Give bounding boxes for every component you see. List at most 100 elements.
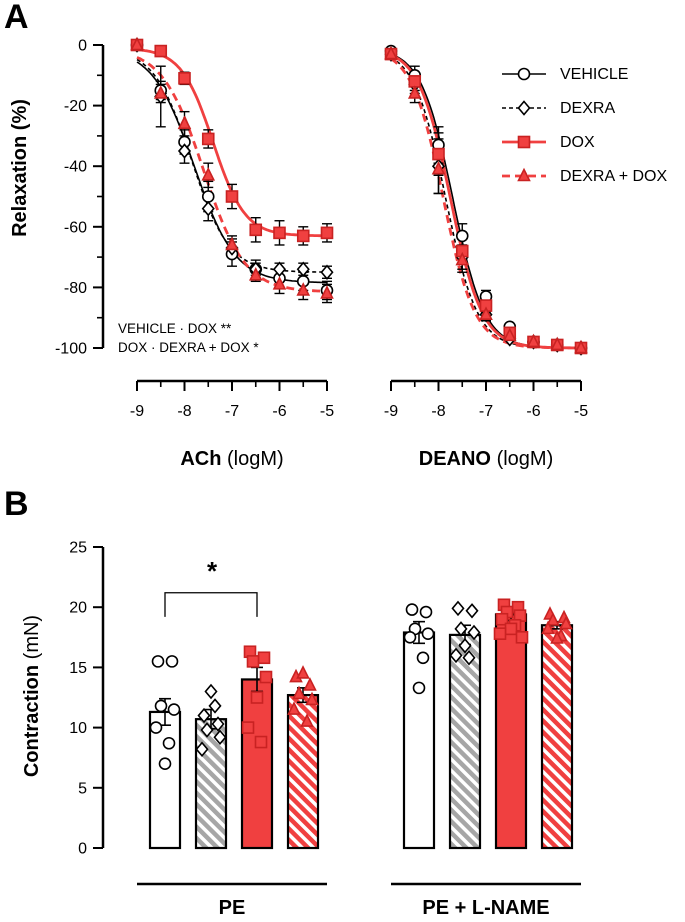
bar-point-pe-dox — [250, 691, 264, 704]
bar-point-pe-vehicle — [165, 655, 179, 668]
ach-x-tick-label: -7 — [225, 403, 239, 420]
deano-point-dexra-dox — [384, 45, 398, 60]
deano-data-points — [384, 44, 588, 356]
ach-point-dexra-dox — [272, 276, 287, 290]
group-label-pe-lname: PE + L-NAME — [422, 897, 549, 919]
bar-y-tick-label: 15 — [69, 660, 87, 677]
bar-data-points — [149, 598, 573, 771]
bar-point-pe-dexra-dox — [287, 701, 301, 715]
legend: VEHICLE DEXRA DOX DEXRA + DOX — [502, 66, 667, 185]
deano-x-tick-label: -8 — [431, 403, 445, 420]
bar-point-pe-l-name-dox — [515, 630, 529, 644]
deano-x-axis: -9 -8 -7 -6 -5 — [384, 379, 588, 420]
ach-point-dexra-dox — [248, 266, 263, 281]
ach-point-dexra — [201, 200, 215, 217]
ach-x-tick-label: -6 — [272, 403, 286, 420]
bar-point-pe-l-name-dexra — [465, 603, 479, 619]
deano-x-tick-label: -6 — [526, 403, 540, 420]
stat-annotation-vehicle-dox: VEHICLE · DOX ** — [118, 321, 232, 336]
bar-point-pe-l-name-dox — [495, 612, 509, 626]
bar-pe-l-name-vehicle — [402, 631, 436, 850]
bar-point-pe-dox — [254, 735, 268, 749]
bar-point-pe-l-name-dexra — [458, 637, 472, 654]
bar-point-pe-dexra — [213, 729, 227, 745]
ach-x-tick-label: -8 — [177, 403, 191, 420]
bar-point-pe-l-name-vehicle — [403, 630, 417, 644]
legend-marker-dox — [517, 135, 531, 149]
ach-point-dexra — [177, 143, 192, 159]
bar-plot: 0 5 10 15 20 25 * PE PE + L-NAME — [69, 540, 581, 919]
bar-point-pe-vehicle — [151, 655, 165, 668]
bar-point-pe-dexra-dox — [300, 713, 314, 727]
bar-point-pe-l-name-dexra — [467, 624, 481, 641]
ach-point-dexra-dox — [130, 36, 144, 51]
bar-point-pe-l-name-dexra — [454, 621, 468, 637]
legend-marker-dexra — [517, 100, 531, 116]
contraction-title-bold: Contraction — [21, 665, 43, 777]
bar-point-pe-dexra-dox — [296, 665, 310, 679]
bar-point-pe-vehicle — [158, 757, 172, 771]
deano-point-dox — [432, 147, 445, 161]
deano-point-dexra-dox — [550, 336, 565, 351]
ach-point-dox — [296, 229, 310, 243]
ach-x-axis-title: ACh (logM) — [180, 448, 283, 470]
deano-x-axis-title-unit: (logM) — [497, 448, 554, 470]
deano-point-dexra-dox — [455, 251, 470, 266]
ach-point-dox — [154, 44, 168, 58]
deano-x-axis-title-bold: DEANO — [419, 448, 491, 470]
deano-x-tick-label: -9 — [384, 403, 398, 420]
bar-point-pe-dexra — [208, 698, 222, 714]
bars — [148, 613, 574, 850]
bar-pe-l-name-dox — [494, 613, 528, 850]
legend-label-dox: DOX — [560, 134, 595, 151]
bar-point-pe-dox — [246, 655, 260, 668]
bar-point-pe-l-name-dox — [493, 627, 507, 640]
bar-y-tick-label: 25 — [69, 540, 87, 557]
ach-y-tick-label: -20 — [64, 98, 87, 115]
bar-point-pe-l-name-dexra — [462, 650, 476, 666]
ach-x-tick-label: -9 — [130, 403, 144, 420]
ach-point-dox — [249, 223, 263, 237]
deano-x-axis-title: DEANO (logM) — [419, 448, 553, 470]
ach-y-axis: 0 -20 -40 -60 -80 -100 — [55, 38, 105, 358]
bar-pe-l-name-dexra — [448, 633, 482, 850]
significance-bracket: * — [164, 556, 258, 617]
legend-label-dexra-dox: DEXRA + DOX — [560, 168, 667, 185]
bar-pe-vehicle — [148, 710, 182, 850]
contraction-title-unit: (mN) — [21, 615, 43, 659]
bar-point-pe-l-name-dexra-dox — [559, 615, 573, 630]
ach-y-tick-label: 0 — [78, 38, 87, 55]
bar-pe-dexra-dox — [286, 693, 320, 850]
ach-point-dexra-dox — [153, 85, 168, 99]
bar-point-pe-l-name-vehicle — [416, 651, 430, 665]
deano-point-dexra-dox — [502, 327, 517, 342]
legend-label-dexra: DEXRA — [560, 100, 615, 117]
panel-label-a: A — [4, 0, 29, 36]
bar-point-pe-l-name-vehicle — [419, 605, 433, 619]
ach-point-dexra — [320, 264, 334, 280]
bar-point-pe-vehicle — [167, 703, 181, 716]
deano-x-tick-label: -5 — [574, 403, 588, 420]
bar-point-pe-dexra-dox — [305, 691, 319, 706]
bar-point-pe-dexra — [195, 741, 209, 758]
stat-annotation-dox-dexra-dox: DOX · DEXRA + DOX * — [118, 340, 259, 355]
bar-pe-dox — [240, 678, 274, 850]
ach-point-dexra-dox — [225, 236, 239, 251]
bar-point-pe-l-name-vehicle — [412, 681, 426, 695]
ach-point-dox — [225, 190, 239, 203]
bar-point-pe-dox — [257, 651, 271, 665]
group-label-pe: PE — [219, 897, 246, 919]
bar-point-pe-dexra — [204, 683, 218, 700]
deano-plot: -9 -8 -7 -6 -5 DEANO (logM) — [384, 44, 588, 470]
bar-point-pe-dexra-dox — [292, 685, 306, 700]
ach-y-tick-label: -100 — [55, 341, 87, 358]
bar-y-tick-label: 20 — [69, 600, 87, 617]
bar-point-pe-l-name-dexra — [449, 647, 463, 664]
bar-point-pe-dox — [241, 721, 255, 734]
deano-point-dexra-dox — [407, 85, 422, 99]
bar-point-pe-vehicle — [149, 721, 163, 734]
bar-point-pe-l-name-dexra — [451, 600, 465, 617]
bar-point-pe-l-name-dexra-dox — [541, 620, 555, 635]
bar-point-pe-l-name-dexra-dox — [546, 612, 560, 626]
